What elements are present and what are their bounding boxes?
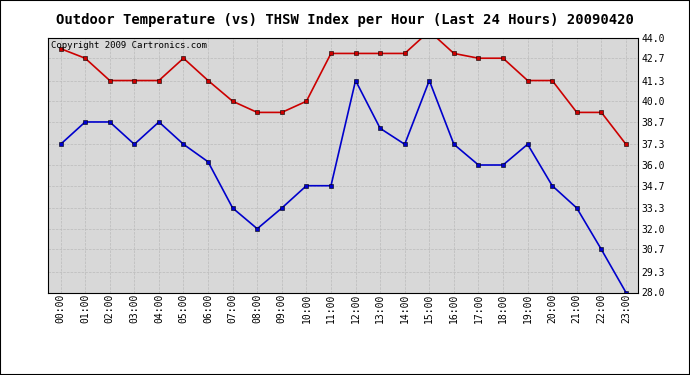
Text: Copyright 2009 Cartronics.com: Copyright 2009 Cartronics.com [51,41,207,50]
Text: Outdoor Temperature (vs) THSW Index per Hour (Last 24 Hours) 20090420: Outdoor Temperature (vs) THSW Index per … [56,13,634,27]
